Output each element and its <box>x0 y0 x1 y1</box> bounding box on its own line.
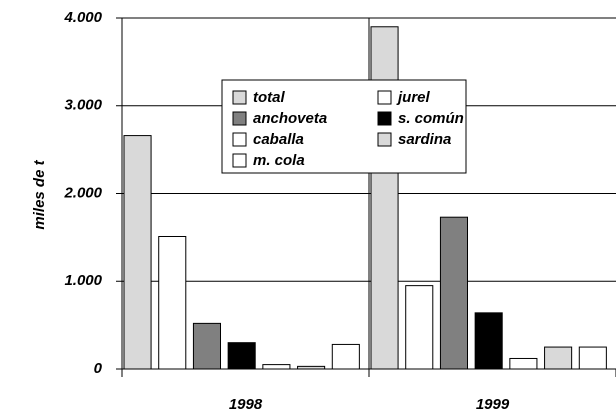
bar <box>544 346 573 370</box>
legend-label: anchoveta <box>253 110 327 127</box>
bar <box>405 285 434 370</box>
bar <box>158 235 187 370</box>
legend-label: total <box>253 89 285 106</box>
legend-swatch <box>232 111 247 126</box>
legend-label: jurel <box>396 89 431 106</box>
legend-swatch <box>232 90 247 105</box>
y-axis-label: miles de t <box>31 159 48 229</box>
legend-label: sardina <box>398 131 451 148</box>
y-tick-label: 1.000 <box>64 272 102 289</box>
legend-swatch <box>232 153 247 168</box>
bar <box>439 216 469 370</box>
legend-label: m. cola <box>253 152 305 169</box>
legend-label: s. común <box>398 110 464 127</box>
legend-swatch <box>232 132 247 147</box>
bar <box>192 322 222 370</box>
bar <box>123 135 152 370</box>
legend-swatch <box>377 111 392 126</box>
bar <box>370 26 399 370</box>
y-tick-label: 3.000 <box>64 97 102 114</box>
legend-label: caballa <box>253 131 304 148</box>
legend-swatch <box>377 90 392 105</box>
legend-box <box>221 79 467 174</box>
x-tick-label: 1998 <box>229 396 263 413</box>
y-tick-label: 2.000 <box>63 184 102 201</box>
bar <box>227 342 256 370</box>
bar <box>474 312 503 370</box>
bar <box>262 364 291 370</box>
bar <box>578 346 607 370</box>
legend-swatch <box>377 132 392 147</box>
x-tick-label: 1999 <box>476 396 510 413</box>
bar <box>509 357 538 370</box>
bar <box>331 343 360 370</box>
y-tick-label: 0 <box>94 360 103 377</box>
y-tick-label: 4.000 <box>63 9 102 26</box>
